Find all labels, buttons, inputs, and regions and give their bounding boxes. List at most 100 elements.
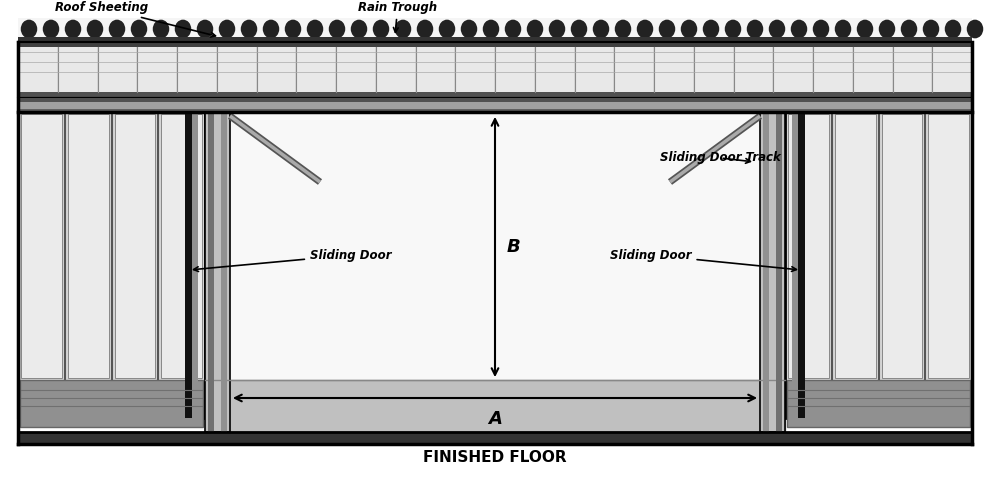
Ellipse shape <box>571 20 587 38</box>
Bar <box>257 47 295 92</box>
Ellipse shape <box>527 20 544 38</box>
Bar <box>98 47 137 92</box>
Bar <box>798 112 805 418</box>
Bar <box>774 47 812 92</box>
Ellipse shape <box>548 20 565 38</box>
Bar <box>18 432 972 444</box>
Bar <box>787 380 970 427</box>
Ellipse shape <box>219 20 236 38</box>
Bar <box>178 47 216 92</box>
Ellipse shape <box>43 20 59 38</box>
Bar <box>18 92 972 98</box>
Ellipse shape <box>769 20 785 38</box>
Text: B: B <box>507 238 521 256</box>
Bar <box>456 47 494 92</box>
Ellipse shape <box>879 20 895 38</box>
Ellipse shape <box>373 20 389 38</box>
Bar <box>58 47 96 92</box>
Ellipse shape <box>593 20 609 38</box>
Text: Sliding Door: Sliding Door <box>194 249 391 272</box>
Bar <box>934 47 971 92</box>
Bar <box>161 114 202 378</box>
Ellipse shape <box>967 20 983 38</box>
Ellipse shape <box>329 20 346 38</box>
Ellipse shape <box>856 20 873 38</box>
Bar <box>18 109 972 112</box>
Ellipse shape <box>21 20 38 38</box>
Bar <box>18 42 972 47</box>
Ellipse shape <box>109 20 126 38</box>
Text: FINISHED FLOOR: FINISHED FLOOR <box>423 451 567 466</box>
Bar <box>67 114 109 378</box>
Bar <box>763 112 769 432</box>
Bar <box>21 114 61 378</box>
Ellipse shape <box>725 20 742 38</box>
Bar <box>18 18 972 40</box>
Bar <box>788 114 829 378</box>
Ellipse shape <box>64 20 81 38</box>
Bar <box>205 112 785 418</box>
Ellipse shape <box>175 20 191 38</box>
Bar <box>929 114 969 378</box>
Bar <box>881 114 923 378</box>
Bar <box>18 37 972 41</box>
Bar <box>814 47 851 92</box>
Text: A: A <box>488 410 502 428</box>
Bar <box>785 112 972 418</box>
Bar <box>655 47 693 92</box>
Ellipse shape <box>615 20 632 38</box>
Bar <box>18 98 972 102</box>
Ellipse shape <box>944 20 961 38</box>
Bar <box>192 112 198 418</box>
Ellipse shape <box>307 20 324 38</box>
Text: Roof Sheeting: Roof Sheeting <box>54 1 216 37</box>
Bar <box>139 47 176 92</box>
Bar <box>615 47 653 92</box>
Ellipse shape <box>262 20 279 38</box>
Bar <box>18 18 972 444</box>
Ellipse shape <box>791 20 807 38</box>
Bar <box>536 47 573 92</box>
Ellipse shape <box>152 20 169 38</box>
Bar <box>695 47 733 92</box>
Bar <box>115 114 155 378</box>
Bar <box>205 112 230 432</box>
Ellipse shape <box>681 20 697 38</box>
Bar <box>792 112 798 418</box>
Bar <box>853 47 892 92</box>
Ellipse shape <box>505 20 522 38</box>
Ellipse shape <box>703 20 720 38</box>
Bar <box>835 114 875 378</box>
Bar <box>20 380 203 427</box>
Bar <box>776 112 782 432</box>
Bar <box>185 112 192 418</box>
Bar <box>18 98 972 112</box>
Ellipse shape <box>285 20 301 38</box>
Bar <box>735 47 772 92</box>
Ellipse shape <box>483 20 499 38</box>
Ellipse shape <box>460 20 477 38</box>
Ellipse shape <box>813 20 830 38</box>
Bar <box>221 112 227 432</box>
Ellipse shape <box>87 20 103 38</box>
Bar <box>297 47 335 92</box>
Ellipse shape <box>197 20 213 38</box>
Bar <box>205 380 785 432</box>
Ellipse shape <box>131 20 148 38</box>
Ellipse shape <box>417 20 434 38</box>
Ellipse shape <box>658 20 675 38</box>
Bar <box>575 47 613 92</box>
Ellipse shape <box>923 20 940 38</box>
Bar <box>18 42 972 98</box>
Ellipse shape <box>395 20 411 38</box>
Bar <box>417 47 454 92</box>
Bar <box>496 47 534 92</box>
Ellipse shape <box>746 20 763 38</box>
Ellipse shape <box>637 20 653 38</box>
Ellipse shape <box>901 20 918 38</box>
Text: Rain Trough: Rain Trough <box>358 1 438 32</box>
Bar <box>18 112 205 418</box>
Bar <box>760 112 785 432</box>
Ellipse shape <box>241 20 257 38</box>
Bar <box>337 47 375 92</box>
